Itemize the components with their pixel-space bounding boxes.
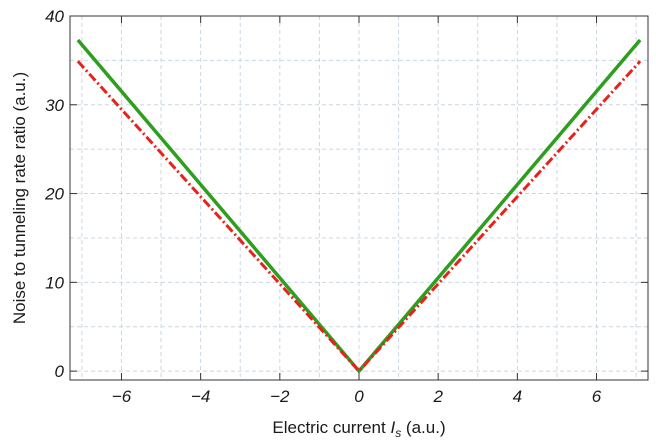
x-tick-label: −2 [270,387,290,406]
ticks [70,15,648,380]
x-tick-label: 4 [513,387,522,406]
x-tick-label: 2 [432,387,443,406]
y-tick-label: 10 [45,273,64,292]
grid [70,15,648,380]
x-axis-title: Electric current Is (a.u.) [272,418,445,440]
x-tick-label: 0 [354,387,364,406]
x-tick-label: 6 [592,387,602,406]
y-tick-label: 0 [55,362,65,381]
y-axis-title: Noise to tunneling rate ratio (a.u.) [10,72,29,324]
y-tick-label: 40 [45,7,64,26]
x-tick-label: −4 [191,387,210,406]
series-line-1 [76,38,642,374]
series-line-2 [76,60,642,374]
series-group [76,38,642,374]
x-tick-label: −6 [112,387,132,406]
y-tick-label: 20 [44,185,64,204]
tick-labels: −6 −4 −2 0 2 4 6 0 10 20 30 40 [44,7,602,406]
y-tick-label: 30 [45,96,64,115]
